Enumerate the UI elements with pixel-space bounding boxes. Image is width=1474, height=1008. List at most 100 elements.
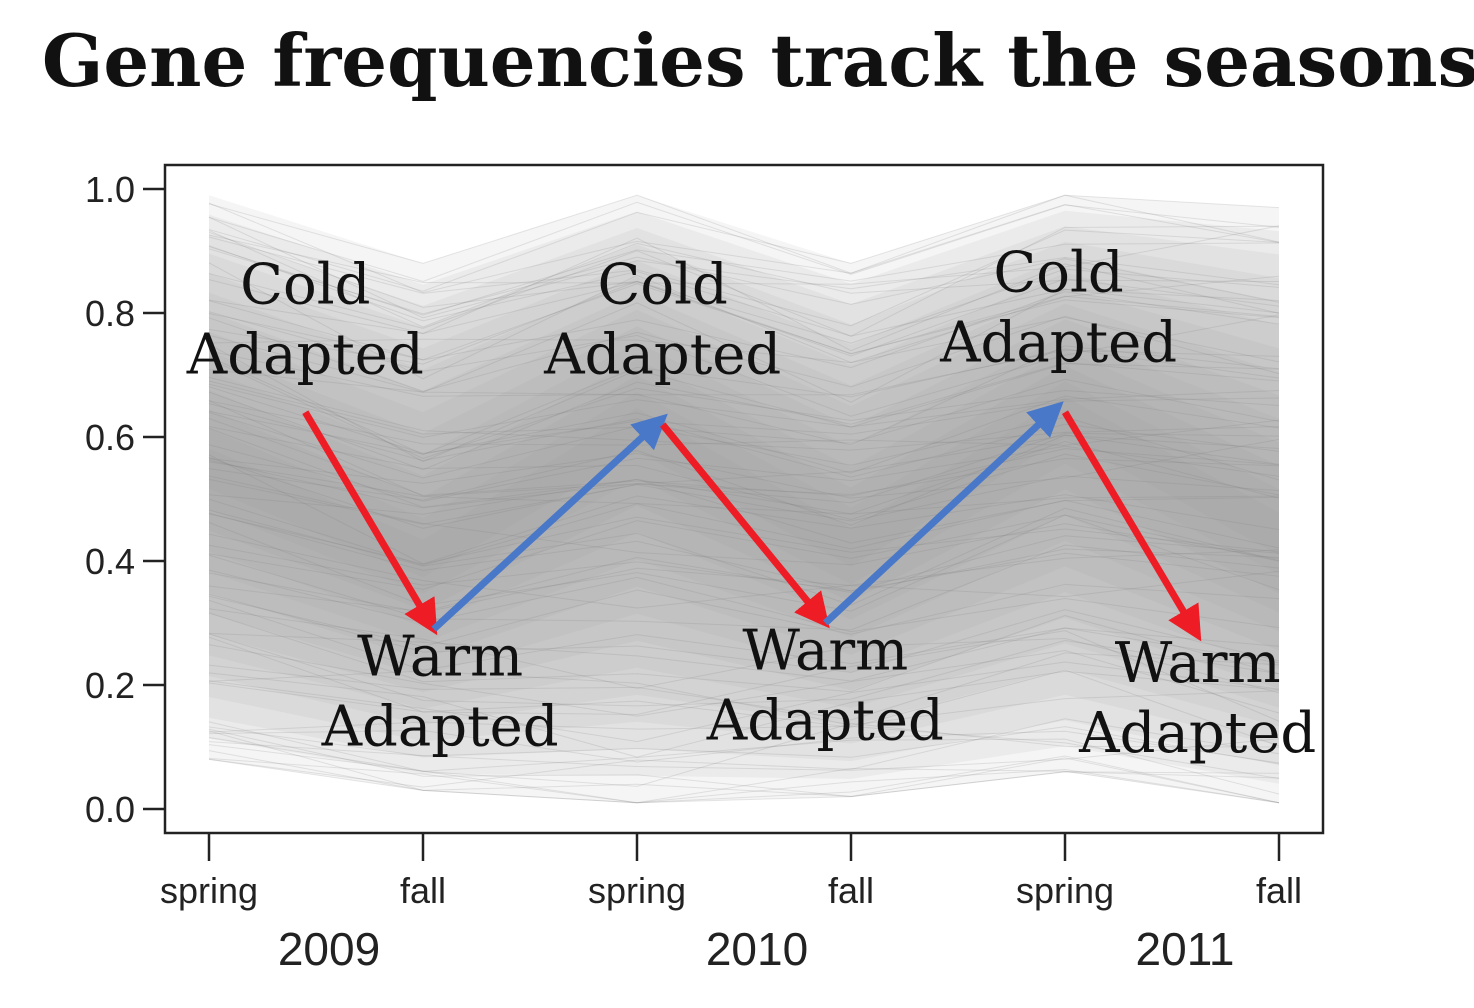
trajectory-line <box>208 418 1280 497</box>
trajectory-line <box>208 225 1280 337</box>
trajectory-line <box>208 316 1280 364</box>
trajectory-line <box>208 718 1280 788</box>
annotation-label: Adapted <box>706 689 944 754</box>
trajectory-line <box>208 230 1280 328</box>
trajectory-line <box>208 376 1280 451</box>
trajectory-line <box>208 738 1280 771</box>
trajectory-band <box>209 381 1279 594</box>
cooling-arrow <box>822 401 1064 626</box>
trajectory-band <box>209 303 1279 676</box>
trajectory-line <box>208 194 1280 294</box>
trajectory-line <box>208 533 1280 609</box>
trajectory-line <box>208 362 1280 471</box>
annotation-label: Warm <box>357 625 523 690</box>
year-label: 2010 <box>706 923 808 975</box>
trajectory-line <box>208 475 1280 566</box>
trajectory-line <box>208 216 1280 319</box>
annotation-label: Cold <box>598 253 728 318</box>
trajectory-line <box>208 383 1280 438</box>
trajectory-line <box>208 358 1280 460</box>
trajectory-line <box>208 283 1280 361</box>
trajectory-line <box>208 343 1280 463</box>
trajectory-line <box>208 652 1280 721</box>
trajectory-line <box>208 661 1280 743</box>
trajectory-line <box>208 737 1280 795</box>
trajectory-line <box>208 633 1280 707</box>
trajectory-line <box>208 726 1280 765</box>
trajectory-line <box>208 378 1280 444</box>
trajectory-line <box>208 427 1280 515</box>
y-tick-label: 1.0 <box>85 169 135 210</box>
trajectory-band <box>209 226 1279 765</box>
trajectory-band <box>209 241 1279 746</box>
trajectory-line <box>208 395 1280 474</box>
trajectory-line <box>208 512 1280 592</box>
x-tick-label: spring <box>588 870 686 911</box>
trajectory-line <box>208 231 1280 357</box>
trajectory-line <box>208 194 1280 274</box>
year-label: 2009 <box>278 923 380 975</box>
annotation-label: Cold <box>993 240 1123 305</box>
annotation-label: Warm <box>742 619 908 684</box>
trajectory-line <box>208 434 1280 526</box>
annotation-label: Adapted <box>939 310 1177 375</box>
trajectory-line <box>208 242 1280 316</box>
trajectory-band <box>209 272 1279 709</box>
trajectory-line <box>208 315 1280 392</box>
trajectory-line <box>208 670 1280 758</box>
trajectory-line <box>208 225 1280 285</box>
trajectory-line <box>208 291 1280 369</box>
trajectory-line <box>208 237 1280 352</box>
trajectory-line <box>208 432 1280 509</box>
trajectory-line <box>208 348 1280 455</box>
trajectory-line <box>208 627 1280 682</box>
trajectory-line <box>208 669 1280 747</box>
y-tick-label: 0.0 <box>85 789 135 830</box>
trajectory-line <box>208 644 1280 717</box>
trajectory-line <box>208 457 1280 529</box>
trajectory-line <box>208 583 1280 648</box>
annotation-label: Adapted <box>186 323 424 388</box>
plot-frame <box>163 163 1325 835</box>
y-tick-label: 0.4 <box>85 541 135 582</box>
x-tick-label: spring <box>1016 870 1114 911</box>
trajectory-line <box>208 400 1280 446</box>
trajectory-line <box>208 514 1280 590</box>
trajectory-line <box>208 245 1280 337</box>
trajectory-line <box>208 444 1280 502</box>
chart-title: Gene frequencies track the seasons <box>42 18 1474 103</box>
trajectory-line <box>208 670 1280 726</box>
trajectory-band <box>209 210 1279 784</box>
trajectory-band <box>209 365 1279 611</box>
trajectory-line <box>208 345 1280 446</box>
trajectory-line <box>208 612 1280 693</box>
trajectory-line <box>208 721 1280 787</box>
trajectory-line <box>208 426 1280 520</box>
annotation-label: Cold <box>240 253 370 318</box>
trajectory-line <box>208 268 1280 344</box>
trajectory-line <box>208 478 1280 544</box>
trajectory-line <box>208 248 1280 315</box>
trajectory-line <box>208 403 1280 478</box>
trajectory-line <box>208 514 1280 612</box>
trajectory-line <box>208 201 1280 283</box>
trajectory-band <box>209 334 1279 643</box>
annotation-label: Adapted <box>321 695 559 760</box>
trajectory-line <box>208 548 1280 613</box>
trajectory-line <box>208 311 1280 417</box>
trajectory-band <box>209 257 1279 727</box>
cooling-arrow <box>431 413 668 632</box>
trajectory-band <box>209 195 1279 803</box>
trajectory-line <box>208 567 1280 614</box>
annotation-label: Adapted <box>1078 701 1316 766</box>
year-label: 2011 <box>1136 923 1235 975</box>
y-tick-label: 0.2 <box>85 665 135 706</box>
trajectory-line <box>208 400 1280 497</box>
annotation-label: Adapted <box>543 323 781 388</box>
trajectory-line <box>208 728 1280 798</box>
trajectory-line <box>208 349 1280 396</box>
trajectory-line <box>208 729 1280 764</box>
trajectory-line <box>208 721 1280 780</box>
y-tick-label: 0.6 <box>85 417 135 458</box>
trajectory-line <box>208 280 1280 365</box>
